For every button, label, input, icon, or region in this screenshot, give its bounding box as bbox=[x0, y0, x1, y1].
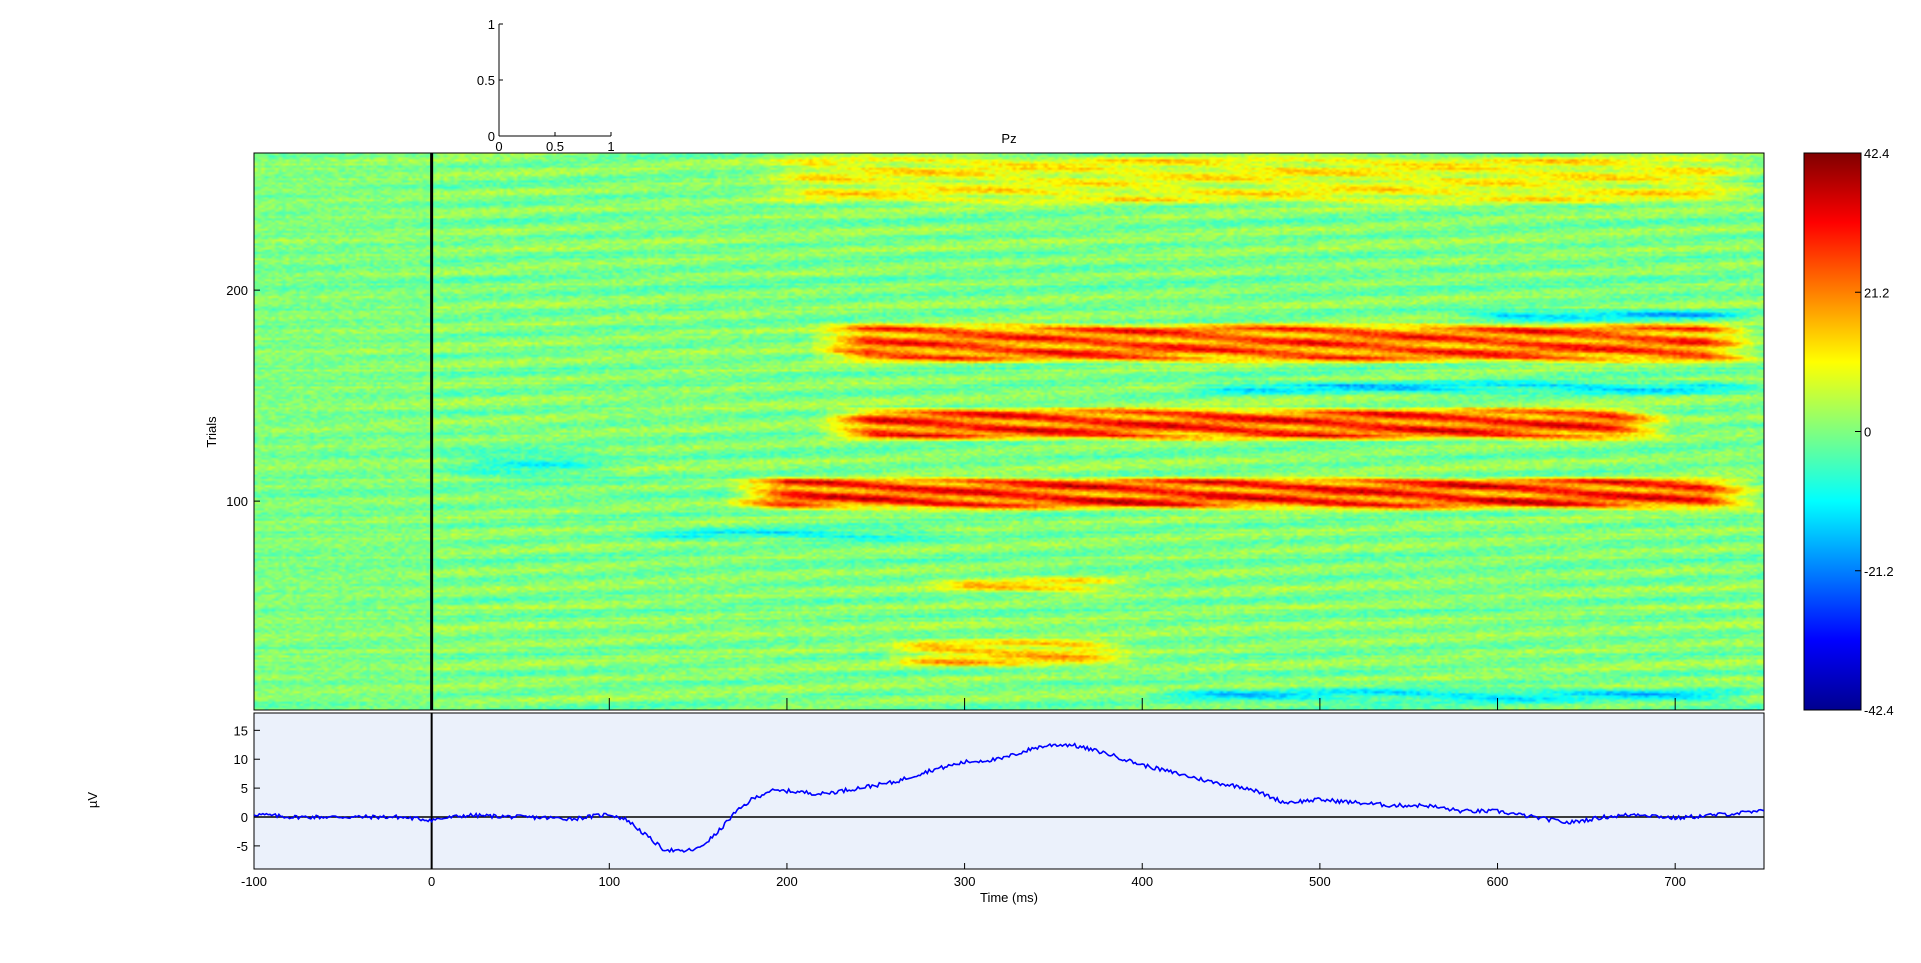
erp-y-tick-label: 10 bbox=[234, 752, 248, 767]
erp-y-tick-label: -5 bbox=[236, 839, 248, 854]
inset-y-tick-label: 0.5 bbox=[477, 73, 495, 88]
erp-x-tick-label: 300 bbox=[954, 874, 976, 889]
inset-x-tick-label: 0.5 bbox=[546, 139, 564, 154]
inset-x-tick-label: 1 bbox=[607, 139, 614, 154]
erp-x-axis-label: Time (ms) bbox=[980, 890, 1038, 905]
erp-x-tick-label: 400 bbox=[1131, 874, 1153, 889]
inset-x-tick-label: 0 bbox=[495, 139, 502, 154]
erp-x-tick-label: 200 bbox=[776, 874, 798, 889]
inset-y-tick-label: 1 bbox=[488, 17, 495, 32]
colorbar: 42.4 21.2 0 -21.2 -42.4 bbox=[1804, 146, 1894, 718]
erp-x-tick-label: 0 bbox=[428, 874, 435, 889]
colorbar-gradient bbox=[1804, 153, 1861, 710]
heatmap-y-tick-label: 100 bbox=[226, 494, 248, 509]
erp-plot-background bbox=[254, 713, 1764, 869]
heatmap-y-tick-label: 200 bbox=[226, 283, 248, 298]
colorbar-tick-label: 0 bbox=[1864, 425, 1871, 440]
erp-y-tick-label: 5 bbox=[241, 781, 248, 796]
erp-y-tick-label: 15 bbox=[234, 723, 248, 738]
erp-x-tick-label: -100 bbox=[241, 874, 267, 889]
inset-axes: 0 0.5 1 0 0.5 1 bbox=[477, 17, 615, 154]
erp-y-axis-label: µV bbox=[85, 792, 100, 808]
erpimage-heatmap bbox=[254, 153, 1764, 710]
erp-x-tick-label: 600 bbox=[1487, 874, 1509, 889]
erp-x-tick-label: 500 bbox=[1309, 874, 1331, 889]
erp-x-tick-label: 700 bbox=[1664, 874, 1686, 889]
erp-axes: -5 0 5 10 15 -100 0 100 200 300 400 500 600 700 Time… bbox=[85, 713, 1764, 905]
colorbar-tick-label: 42.4 bbox=[1864, 146, 1889, 161]
heatmap-y-axis-label: Trials bbox=[204, 416, 219, 448]
erp-x-tick-label: 100 bbox=[598, 874, 620, 889]
erp-y-tick-label: 0 bbox=[241, 810, 248, 825]
colorbar-tick-label: -21.2 bbox=[1864, 564, 1894, 579]
inset-y-tick-label: 0 bbox=[488, 129, 495, 144]
colorbar-tick-label: -42.4 bbox=[1864, 703, 1894, 718]
colorbar-tick-label: 21.2 bbox=[1864, 285, 1889, 300]
heatmap-title: Pz bbox=[1001, 131, 1016, 146]
